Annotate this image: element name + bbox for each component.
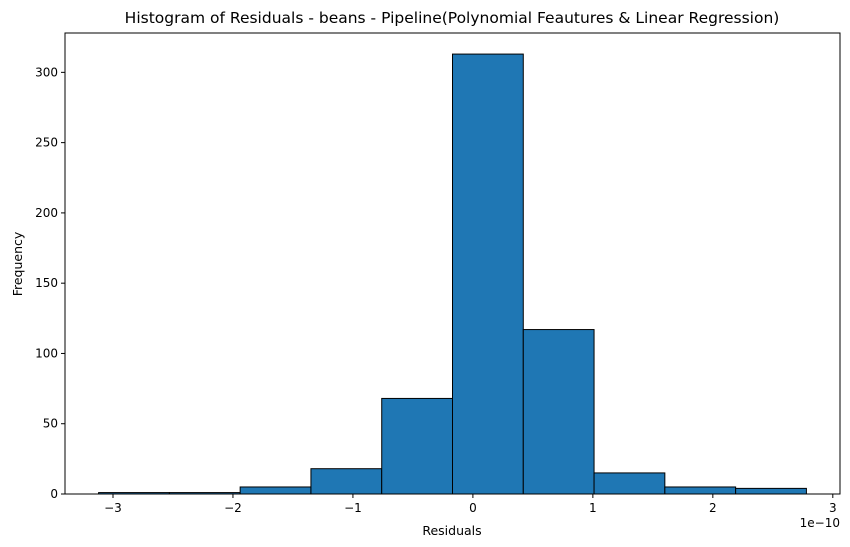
y-tick-label: 50 [43, 417, 58, 431]
y-tick-label: 200 [35, 206, 58, 220]
x-tick-label: −2 [224, 501, 242, 515]
chart-title: Histogram of Residuals - beans - Pipelin… [125, 9, 780, 27]
histogram-bar [239, 486, 312, 495]
y-tick-label: 250 [35, 136, 58, 150]
bars-group [98, 53, 807, 495]
x-tick-label: 1 [589, 501, 597, 515]
x-ticks-group: −3 −2 −1 0 1 2 3 [104, 494, 837, 515]
x-axis-offset-label: 1e−10 [800, 516, 840, 530]
histogram-bar [381, 397, 453, 495]
plot-frame [64, 32, 841, 495]
histogram-bar [310, 468, 383, 495]
x-tick-label: 2 [709, 501, 717, 515]
histogram-bar [522, 329, 595, 495]
y-tick-label: 150 [35, 276, 58, 290]
y-axis-label: Frequency [10, 231, 25, 296]
x-tick-label: 3 [829, 501, 837, 515]
x-tick-label: −3 [104, 501, 122, 515]
x-tick-label: 0 [469, 501, 477, 515]
y-tick-label: 100 [35, 346, 58, 360]
histogram-bar [452, 53, 524, 495]
y-ticks-group: 0 50 100 150 200 250 300 [35, 65, 65, 501]
x-tick-label: −1 [344, 501, 362, 515]
y-tick-label: 0 [50, 487, 58, 501]
y-tick-label: 300 [35, 65, 58, 79]
x-axis-label: Residuals [422, 523, 481, 538]
histogram-bar [593, 472, 666, 495]
histogram-bar [664, 486, 737, 495]
histogram-bar [735, 487, 807, 495]
